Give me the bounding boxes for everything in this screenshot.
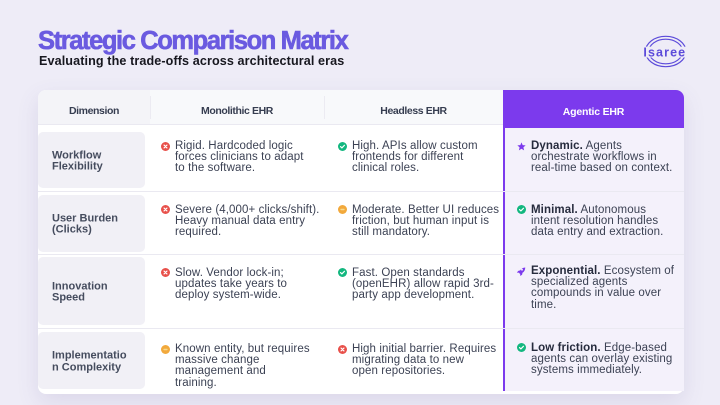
svg-text:Isaree: Isaree (643, 46, 686, 60)
